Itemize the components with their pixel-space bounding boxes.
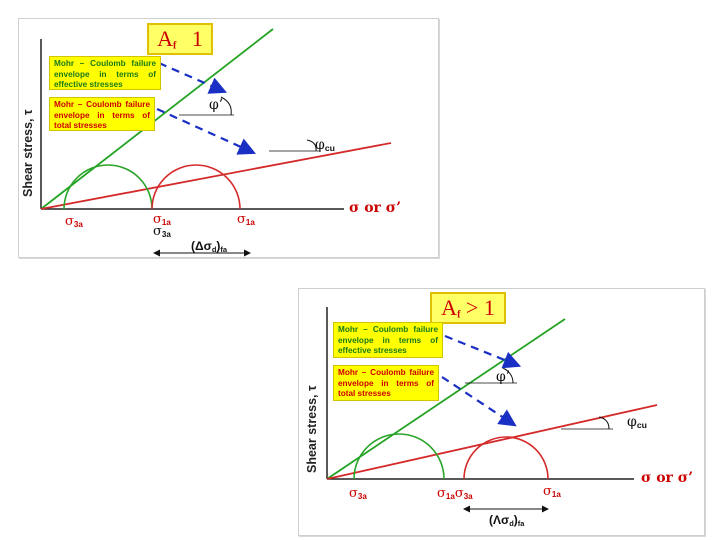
mohr-circle-total [151,164,241,210]
note-effective-text: Mohr – Coulomb failure envelope in terms… [54,59,156,90]
angle-total-sub: cu [324,143,335,154]
angle-label-total: φcu [627,413,647,430]
angle-arc-total [598,416,610,430]
label-sigma-3a: σ3a [349,485,367,501]
total-envelope-line [326,404,658,480]
sigma-1a-sub: 1a [551,490,561,499]
x-axis-label-text: σ or σ’ [641,470,693,486]
x-axis-label: σ or σ’ [641,469,693,486]
angle-arc-effective [220,96,232,116]
deviator-sub2: fa [517,518,525,528]
panel-title: Af > 1 [430,292,506,324]
deviator-mid: ) [513,513,518,527]
deviator-sub2: fa [220,244,228,254]
label-sigma-1a-prime: σ1a [153,211,171,227]
title-sub: f [173,40,177,52]
sigma-3a-sub: 3a [73,220,83,229]
label-sigma-1a: σ1a [543,483,561,499]
note-effective-envelope: Mohr – Coulomb failure envelope in terms… [49,56,161,90]
sigma-1a-prime-sub: 1a [161,218,171,227]
panel-af-1: Af 1 Mohr – Coulomb failure envelope in … [18,18,439,258]
angle-total-sub: cu [636,420,647,431]
label-deviator-stress: (Δσd)fa [191,239,227,254]
note-total-envelope: Mohr – Coulomb failure envelope in terms… [333,365,439,401]
mohr-circle-effective [353,433,445,480]
title-sub: f [457,309,461,321]
diagram-canvas-2 [326,307,658,513]
sigma-1a-prime-sub: 1a [445,492,455,501]
total-envelope-line [40,142,392,210]
angle-label-total: φcu [315,136,335,153]
sigma-3a-prime-sub: 3a [463,492,473,501]
label-sigma-1a: σ1a [237,211,255,227]
effective-envelope-line [326,318,566,480]
angle-total-base: φ [627,414,637,430]
note-total-text: Mohr – Coulomb failure envelope in terms… [338,368,434,399]
sigma-3a-base: σ [65,214,74,229]
y-axis-label-text: Shear stress, τ [305,385,319,473]
arrow-to-effective-envelope [158,61,228,94]
sigma-1a-prime-base: σ [153,212,162,227]
sigma-3a-prime-sub: 3a [161,230,171,239]
arrow-to-total-envelope [156,107,257,155]
deviator-base: (Λσ [489,513,510,527]
note-total-text: Mohr – Coulomb failure envelope in terms… [54,100,150,131]
sigma-3a-prime-base: σ [153,224,162,239]
sigma-1a-base: σ [237,212,246,227]
note-total-envelope: Mohr – Coulomb failure envelope in terms… [49,97,155,131]
angle-total-base: φ [315,137,325,153]
deviator-base: (Δσ [191,239,212,253]
sigma-3a-sub: 3a [357,492,367,501]
angle-label-effective: φ’ [209,96,223,113]
label-sigma-3a: σ3a [65,213,83,229]
note-effective-text: Mohr – Coulomb failure envelope in terms… [338,325,438,356]
angle-arc-total [306,139,317,152]
angle-effective-text: φ’ [209,97,224,113]
angle-effective-text: φ’ [496,369,511,385]
title-prefix: A [441,295,458,320]
x-axis-label-text: σ or σ’ [349,200,401,216]
note-effective-envelope: Mohr – Coulomb failure envelope in terms… [333,322,443,358]
label-sigma-3a-prime: σ3a [153,223,171,239]
deviator-sub1: d [509,518,514,528]
sigma-1a-base: σ [543,484,552,499]
title-suffix: 1 [186,26,203,51]
panel-title: Af 1 [147,23,213,55]
panel-af-greater-1: Af > 1 Mohr – Coulomb failure envelope i… [298,288,705,536]
label-sigma-1a-prime: σ1aσ3a [437,485,473,501]
title-suffix: > 1 [460,295,495,320]
angle-arc-effective [502,367,514,384]
angle-label-effective: φ’ [496,368,510,385]
x-axis-label: σ or σ’ [349,199,401,216]
sigma-3a-prime-base: σ [454,486,464,501]
sigma-1a-sub: 1a [245,218,255,227]
deviator-sub1: d [211,244,217,254]
y-axis-label-text: Shear stress, τ [21,109,35,197]
title-prefix: A [157,26,174,51]
y-axis-label: Shear stress, τ [305,385,319,473]
effective-envelope-line [40,28,274,210]
label-deviator-stress: (Λσd)fa [489,513,524,528]
arrow-to-total-envelope [441,376,517,427]
arrow-to-effective-envelope [444,334,522,369]
y-axis-label: Shear stress, τ [21,109,35,197]
diagram-canvas-1 [40,28,392,257]
deviator-mid: ) [216,239,221,253]
sigma-3a-base: σ [349,486,358,501]
mohr-circle-effective [63,164,153,210]
sigma-1a-prime-base: σ [437,486,446,501]
mohr-circle-total [463,436,549,480]
